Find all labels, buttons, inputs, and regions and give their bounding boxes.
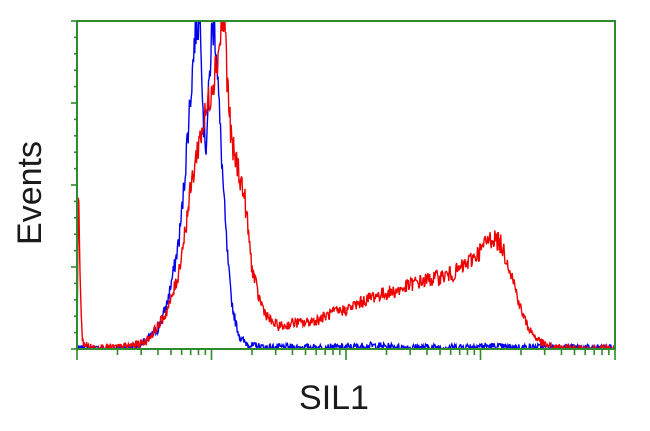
series-line-1 — [77, 21, 615, 349]
x-axis-label: SIL1 — [299, 379, 369, 417]
plot-frame — [76, 20, 616, 350]
series-line-2 — [77, 21, 615, 349]
series-layer — [77, 21, 615, 349]
y-axis-label: Events — [11, 141, 49, 245]
